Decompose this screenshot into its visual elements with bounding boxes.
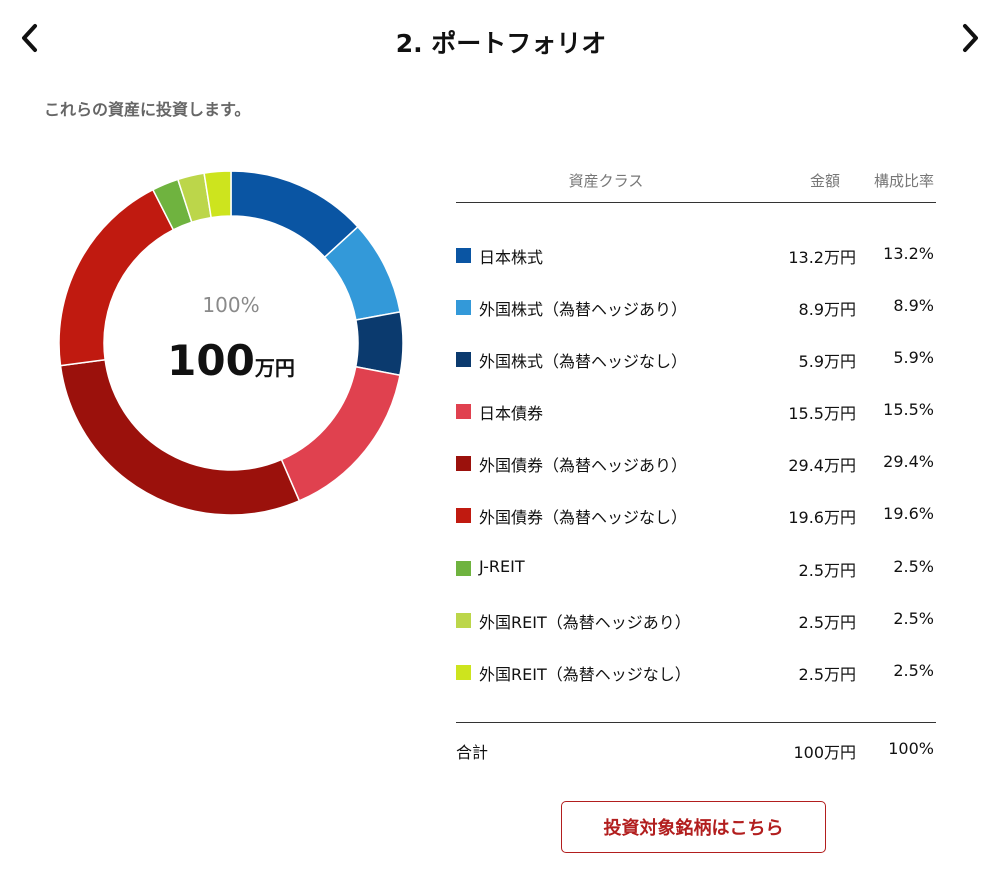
asset-class-label: 外国REIT（為替ヘッジあり） bbox=[479, 613, 691, 632]
header-ratio: 構成比率 bbox=[873, 172, 934, 190]
amount-value: 2.5万円 bbox=[798, 665, 856, 684]
ratio-value: 29.4% bbox=[883, 452, 934, 471]
table-row: 日本債券 15.5万円 15.5% bbox=[456, 396, 936, 426]
total-ratio: 100% bbox=[888, 739, 934, 758]
legend-swatch bbox=[456, 613, 471, 628]
asset-class-label: 日本株式 bbox=[479, 248, 544, 267]
asset-class-label: 外国株式（為替ヘッジなし） bbox=[479, 352, 688, 371]
legend-swatch bbox=[456, 248, 471, 263]
ratio-value: 2.5% bbox=[893, 557, 934, 576]
page-title: 2. ポートフォリオ bbox=[395, 29, 607, 58]
asset-class-label: 外国株式（為替ヘッジあり） bbox=[479, 300, 688, 319]
center-percent: 100% bbox=[202, 293, 260, 317]
intro-text: これらの資産に投資します。 bbox=[44, 100, 251, 119]
asset-class-label: 外国REIT（為替ヘッジなし） bbox=[479, 665, 691, 684]
total-amount: 100万円 bbox=[793, 743, 856, 762]
header-asset-class: 資産クラス bbox=[568, 172, 644, 190]
legend-swatch bbox=[456, 404, 471, 419]
table-header: 資産クラス 金額 構成比率 bbox=[456, 160, 936, 203]
ratio-value: 5.9% bbox=[893, 348, 934, 367]
ratio-value: 2.5% bbox=[893, 609, 934, 628]
total-divider bbox=[456, 722, 936, 723]
donut-segment bbox=[280, 365, 401, 502]
donut-segment bbox=[59, 358, 301, 516]
amount-value: 8.9万円 bbox=[798, 300, 856, 319]
previous-button[interactable] bbox=[12, 20, 46, 56]
center-amount: 100万円 bbox=[58, 336, 404, 385]
amount-value: 29.4万円 bbox=[788, 456, 856, 475]
legend-swatch bbox=[456, 300, 471, 315]
ratio-value: 19.6% bbox=[883, 504, 934, 523]
table-row: 外国債券（為替ヘッジなし） 19.6万円 19.6% bbox=[456, 500, 936, 530]
chevron-right-icon bbox=[963, 24, 978, 52]
center-amount-number: 100 bbox=[167, 336, 255, 385]
asset-class-label: 外国債券（為替ヘッジなし） bbox=[479, 508, 688, 527]
table-row: 外国株式（為替ヘッジあり） 8.9万円 8.9% bbox=[456, 292, 936, 322]
legend-swatch bbox=[456, 456, 471, 471]
view-investment-funds-button[interactable]: 投資対象銘柄はこちら bbox=[561, 801, 826, 853]
total-row: 合計 100万円 100% bbox=[456, 735, 936, 765]
center-amount-unit: 万円 bbox=[254, 356, 295, 380]
chevron-left-icon bbox=[22, 24, 37, 52]
table-row: 日本株式 13.2万円 13.2% bbox=[456, 240, 936, 270]
header-amount: 金額 bbox=[809, 172, 840, 190]
amount-value: 19.6万円 bbox=[788, 508, 856, 527]
donut-segment bbox=[203, 170, 232, 219]
total-label: 合計 bbox=[456, 743, 489, 762]
table-row: 外国株式（為替ヘッジなし） 5.9万円 5.9% bbox=[456, 344, 936, 374]
table-row: 外国REIT（為替ヘッジあり） 2.5万円 2.5% bbox=[456, 605, 936, 635]
legend-swatch bbox=[456, 561, 471, 576]
next-button[interactable] bbox=[954, 20, 988, 56]
ratio-value: 15.5% bbox=[883, 400, 934, 419]
ratio-value: 8.9% bbox=[893, 296, 934, 315]
asset-class-label: 日本債券 bbox=[479, 404, 544, 423]
amount-value: 5.9万円 bbox=[798, 352, 856, 371]
legend-swatch bbox=[456, 508, 471, 523]
allocation-table: 資産クラス 金額 構成比率 日本株式 13.2万円 13.2% 外国株式（為替ヘ… bbox=[456, 160, 936, 762]
ratio-value: 2.5% bbox=[893, 661, 934, 680]
legend-swatch bbox=[456, 352, 471, 367]
amount-value: 15.5万円 bbox=[788, 404, 856, 423]
table-row: 外国REIT（為替ヘッジなし） 2.5万円 2.5% bbox=[456, 657, 936, 687]
donut-svg bbox=[58, 170, 404, 516]
allocation-donut-chart: 100% 100万円 bbox=[58, 170, 404, 516]
legend-swatch bbox=[456, 665, 471, 680]
ratio-value: 13.2% bbox=[883, 244, 934, 263]
asset-class-label: 外国債券（為替ヘッジあり） bbox=[479, 456, 688, 475]
amount-value: 2.5万円 bbox=[798, 561, 856, 580]
table-row: J-REIT 2.5万円 2.5% bbox=[456, 553, 936, 583]
amount-value: 13.2万円 bbox=[788, 248, 856, 267]
amount-value: 2.5万円 bbox=[798, 613, 856, 632]
asset-class-label: J-REIT bbox=[479, 557, 525, 576]
table-row: 外国債券（為替ヘッジあり） 29.4万円 29.4% bbox=[456, 448, 936, 478]
